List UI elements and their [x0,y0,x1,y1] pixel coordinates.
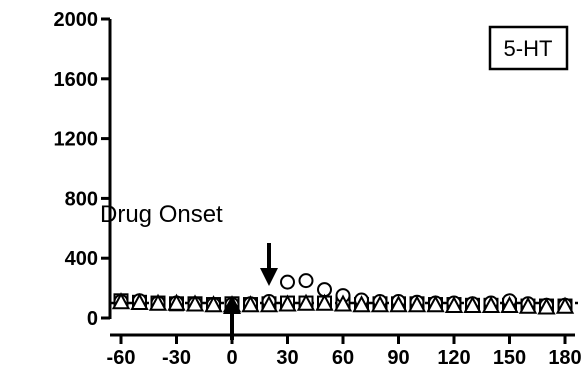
x-tick-label: -30 [162,347,191,369]
data-point-triangle [296,293,316,311]
data-point-triangle [481,295,501,314]
data-point-circle [280,274,295,290]
data-point-triangle [333,294,353,312]
x-tick-label: 180 [548,347,581,369]
x-tick-label: 60 [332,347,354,369]
legend: 5-HT [488,25,569,71]
y-tick-label: 1600 [54,69,99,91]
data-point-triangle [204,295,223,313]
y-tick-label: 800 [65,188,98,210]
data-point-triangle [426,295,445,313]
x-tick-label: 0 [226,347,237,369]
drug-onset-arrow-up-head [223,296,241,314]
legend-label: 5-HT [504,36,553,61]
x-tick-label: -60 [107,347,136,369]
x-tick-label: 90 [387,347,409,369]
data-point-circle [298,273,314,289]
annotations-layer: Drug Onset [100,201,278,340]
data-point-triangle [537,297,556,315]
x-tick-label: 30 [276,347,298,369]
data-point-triangle [500,295,519,314]
data-point-triangle [241,295,260,313]
axes: 0 400 800 1200 1600 2000 -60 -30 0 30 60 90 120 150 18… [54,9,582,369]
data-point-triangle [555,296,575,314]
drug-onset-label: Drug Onset [100,201,223,228]
x-tick-label: 150 [493,347,526,369]
y-tick-label: 0 [87,308,98,330]
y-tick-label: 2000 [54,9,99,31]
data-point-triangle [463,295,482,314]
data-point-triangle [407,295,427,313]
data-point-triangle [259,295,279,313]
x-tick-label: 120 [437,347,470,369]
data-point-triangle [278,294,297,312]
data-point-triangle [389,295,408,313]
data-point-triangle [352,295,371,313]
data-point-triangle [111,292,131,310]
data-point-triangle [518,296,538,314]
data-point-triangle [370,295,390,313]
data-point-triangle [444,295,464,314]
data-markers [111,273,575,315]
data-point-triangle [167,293,186,311]
y-tick-label: 400 [65,248,98,270]
drug-onset-arrow-down-head [260,268,278,286]
data-point-triangle [130,292,149,311]
data-point-triangle [148,293,168,311]
data-point-triangle [315,293,334,311]
data-point-triangle [185,294,205,312]
y-tick-label: 1200 [54,129,99,151]
legend-box [488,25,569,71]
